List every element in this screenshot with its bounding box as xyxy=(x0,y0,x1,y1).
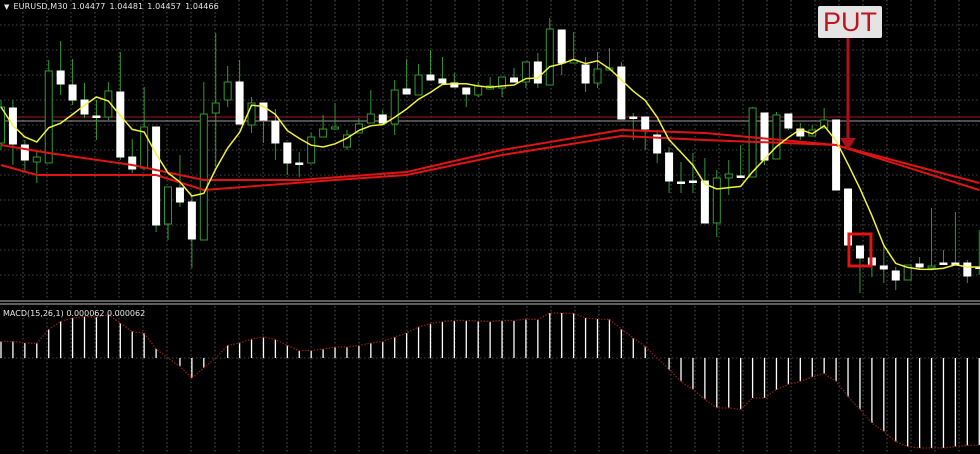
candle-bearish xyxy=(641,116,650,130)
candle-bullish xyxy=(474,85,483,96)
macd-panel[interactable] xyxy=(0,300,980,454)
candle-bullish xyxy=(211,102,220,114)
candle-bearish xyxy=(677,181,686,184)
candle-bullish xyxy=(223,81,232,101)
candle-bullish xyxy=(927,265,936,269)
candle-bearish xyxy=(533,61,542,84)
slow-ma-line-1 xyxy=(0,128,980,191)
candle-bearish xyxy=(653,134,662,154)
candle-bullish xyxy=(44,70,53,164)
high-price: 1.04481 xyxy=(109,2,144,11)
candle-bearish xyxy=(450,82,459,88)
candle-bearish xyxy=(688,180,697,183)
candle-bullish xyxy=(521,61,530,83)
highlight-box xyxy=(847,232,873,268)
candle-bearish xyxy=(581,64,590,84)
candle-bearish xyxy=(20,144,29,161)
candle-bearish xyxy=(617,66,626,120)
candle-bearish xyxy=(235,81,244,125)
macd-label: MACD(15,26,1) xyxy=(3,309,64,318)
candle-bearish xyxy=(832,119,841,191)
symbol-label: EURUSD,M30 xyxy=(13,2,68,11)
candle-bullish xyxy=(390,89,399,125)
candle-bullish xyxy=(164,186,173,225)
candle-bearish xyxy=(629,116,638,119)
candle-bearish xyxy=(56,70,65,85)
macd-value: 0.000062 xyxy=(66,309,105,318)
candle-bullish xyxy=(319,128,328,138)
low-price: 1.04457 xyxy=(147,2,182,11)
candle-bearish xyxy=(557,29,566,64)
candle-bearish xyxy=(402,88,411,95)
candle-bullish xyxy=(104,90,113,118)
candle-bullish xyxy=(724,173,733,179)
put-arrowhead-icon xyxy=(840,138,856,150)
candle-bullish xyxy=(545,28,554,86)
candle-bearish xyxy=(915,263,924,268)
candle-bearish xyxy=(665,152,674,182)
candle-bearish xyxy=(784,113,793,129)
fast-ma-line xyxy=(0,58,980,271)
candle-bearish xyxy=(128,156,137,170)
candle-bearish xyxy=(891,270,900,281)
price-chart[interactable] xyxy=(0,0,980,300)
close-price: 1.04466 xyxy=(185,2,219,11)
put-signal-label: PUT xyxy=(818,6,882,38)
candle-bullish xyxy=(342,134,351,148)
candle-bearish xyxy=(187,201,196,240)
chart-header: ▼ EURUSD,M30 1.04477 1.04481 1.04457 1.04466 xyxy=(4,2,223,11)
candle-bearish xyxy=(879,265,888,270)
candle-bullish xyxy=(820,119,829,129)
candle-bearish xyxy=(462,87,471,95)
candle-bullish xyxy=(307,136,316,164)
candle-bearish xyxy=(68,84,77,101)
candle-bullish xyxy=(414,74,423,96)
candle-bearish xyxy=(259,102,268,121)
open-price: 1.04477 xyxy=(71,2,106,11)
candle-bullish xyxy=(498,76,507,89)
candle-bearish xyxy=(283,142,292,164)
candle-bearish xyxy=(438,78,447,84)
candle-bearish xyxy=(509,77,518,83)
candle-bearish xyxy=(378,114,387,124)
candle-bearish xyxy=(963,262,972,277)
signal-value: 0.000062 xyxy=(107,309,146,318)
candle-bearish xyxy=(175,187,184,203)
macd-signal-line xyxy=(1,312,980,449)
candle-bearish xyxy=(271,120,280,144)
candle-bullish xyxy=(32,156,41,163)
candle-bearish xyxy=(760,112,769,161)
candle-bearish xyxy=(92,115,101,118)
candle-bearish xyxy=(700,180,709,224)
candle-bullish xyxy=(199,113,208,241)
candle-bearish xyxy=(426,74,435,81)
candle-bullish xyxy=(593,68,602,84)
candle-bullish xyxy=(331,126,340,130)
candle-bullish xyxy=(772,114,781,160)
candle-bearish xyxy=(736,175,745,178)
slow-ma-line-2 xyxy=(0,134,980,192)
candle-bullish xyxy=(366,113,375,124)
candle-bearish xyxy=(295,162,304,165)
candle-bearish xyxy=(116,91,125,158)
candle-bullish xyxy=(903,264,912,281)
triangle-down-icon[interactable]: ▼ xyxy=(4,3,10,11)
macd-header: MACD(15,26,1) 0.000062 0.000062 xyxy=(3,309,145,318)
candle-bearish xyxy=(855,245,864,259)
candle-bullish xyxy=(712,177,721,224)
candle-bearish xyxy=(939,262,948,265)
